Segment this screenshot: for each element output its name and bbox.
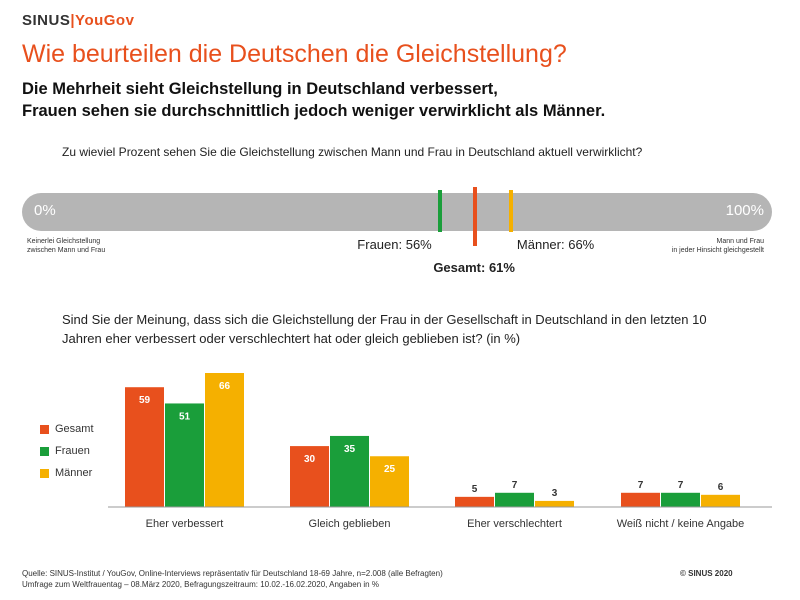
category-label: Eher verschlechtert (467, 518, 562, 530)
bar-value-label: 25 (384, 464, 396, 475)
scale-marker-frauen (437, 190, 442, 232)
legend-swatch (40, 446, 49, 456)
bar-value-label: 35 (344, 444, 356, 455)
category-label: Eher verbessert (146, 518, 224, 530)
bar-value-label: 7 (638, 480, 644, 491)
legend-label: Gesamt (55, 423, 94, 435)
legend-item: Männer (40, 462, 94, 484)
scale-left-note-line-2: zwischen Mann und Frau (27, 247, 106, 254)
bar-value-label: 59 (139, 395, 151, 406)
scale-right-note-line-2: in jeder Hinsicht gleichgestellt (671, 247, 764, 254)
bar-frauen (495, 492, 534, 507)
scale-marker-männer (508, 190, 513, 232)
logo-yougov: YouGov (75, 12, 135, 29)
bar-value-label: 30 (304, 454, 316, 465)
legend-item: Gesamt (40, 418, 94, 440)
chart-legend: Gesamt Frauen Männer (40, 418, 94, 484)
bar-value-label: 6 (718, 482, 724, 493)
bar-gesamt (125, 387, 164, 507)
scale-max-label: 100% (725, 202, 764, 219)
legend-swatch (40, 424, 49, 434)
bar-männer (370, 456, 409, 507)
scale-marker-label: Frauen: 56% (357, 237, 432, 252)
bar-value-label: 7 (678, 480, 684, 491)
scale-min-label: 0% (34, 202, 56, 219)
legend-item: Frauen (40, 440, 94, 462)
legend-swatch (40, 468, 49, 478)
bar-value-label: 7 (512, 480, 518, 491)
bar-value-label: 51 (179, 411, 191, 422)
legend-label: Männer (55, 467, 93, 479)
source-line-1: Quelle: SINUS-Institut / YouGov, Online-… (22, 569, 443, 578)
source-footer: Quelle: SINUS-Institut / YouGov, Online-… (22, 568, 443, 590)
legend-label: Frauen (55, 445, 90, 457)
bar-gesamt (290, 446, 329, 507)
bar-frauen (330, 435, 369, 507)
scale-bar: 0% 100% (22, 193, 772, 231)
bar-question: Sind Sie der Meinung, dass sich die Glei… (62, 312, 707, 346)
scale-left-note-line-1: Keinerlei Gleichstellung (27, 238, 101, 245)
bar-männer (535, 500, 574, 507)
bar-value-label: 3 (552, 488, 558, 499)
bar-männer (205, 373, 244, 507)
scale-marker-label: Gesamt: 61% (433, 260, 515, 275)
page-title: Wie beurteilen die Deutschen die Gleichs… (22, 40, 567, 68)
logo-separator: | (70, 12, 76, 29)
page-subtitle: Die Mehrheit sieht Gleichstellung in Deu… (22, 78, 782, 122)
bar-value-label: 5 (472, 484, 478, 495)
scale-right-note: Mann und Frau in jeder Hinsicht gleichge… (652, 237, 764, 255)
scale-marker-label: Männer: 66% (516, 237, 595, 252)
scale-marker-gesamt (473, 187, 478, 246)
source-line-2: Umfrage zum Weltfrauentag – 08.März 2020… (22, 580, 379, 589)
subtitle-line-2: Frauen sehen sie durchschnittlich jedoch… (22, 102, 606, 120)
category-label: Gleich geblieben (309, 518, 391, 530)
bar-frauen (661, 492, 700, 507)
scale-track (22, 193, 772, 231)
bar-frauen (165, 403, 204, 507)
copyright: © SINUS 2020 (680, 569, 733, 578)
bar-männer (701, 494, 740, 507)
bar-gesamt (621, 492, 660, 507)
subtitle-line-1: Die Mehrheit sieht Gleichstellung in Deu… (22, 80, 498, 98)
scale-question: Zu wieviel Prozent sehen Sie die Gleichs… (62, 145, 643, 159)
logo-sinus: SINUS (22, 12, 71, 29)
logo: SINUS|YouGov (22, 12, 134, 29)
bar-value-label: 66 (219, 381, 231, 392)
category-label: Weiß nicht / keine Angabe (617, 518, 745, 530)
scale-right-note-line-1: Mann und Frau (716, 238, 764, 245)
scale-left-note: Keinerlei Gleichstellung zwischen Mann u… (27, 237, 105, 255)
bar-gesamt (455, 496, 494, 507)
